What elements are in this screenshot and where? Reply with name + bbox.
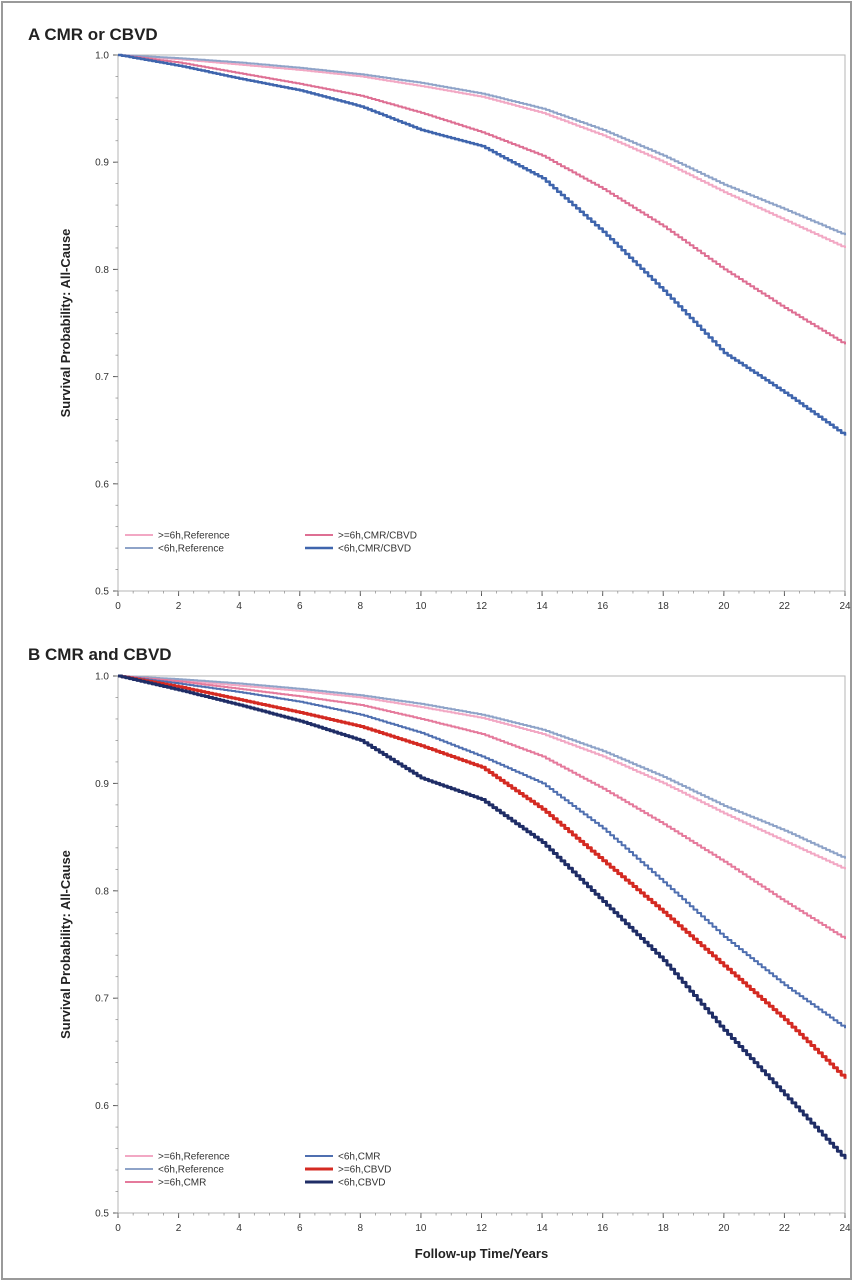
series-line--6h-cmr-cbvd (118, 54, 846, 345)
y-tick-label: 1.0 (95, 672, 109, 683)
legend-label: <6h,Reference (158, 1165, 224, 1176)
x-tick-label: 0 (115, 601, 121, 612)
x-tick-label: 12 (476, 1223, 488, 1234)
series-line--6h-cbvd (118, 674, 847, 1160)
x-tick-label: 14 (537, 601, 549, 612)
y-tick-label: 0.9 (95, 779, 109, 790)
x-tick-label: 24 (839, 1223, 851, 1234)
y-tick-label: 0.8 (95, 886, 109, 897)
y-axis-title: Survival Probability: All-Cause (58, 229, 73, 418)
legend-label: >=6h,CBVD (338, 1165, 391, 1176)
x-tick-label: 0 (115, 1223, 121, 1234)
series-line--6h-cbvd (118, 674, 847, 1079)
x-tick-label: 24 (839, 601, 851, 612)
y-tick-label: 1.0 (95, 51, 109, 62)
legend-label: <6h,CBVD (338, 1178, 386, 1189)
y-tick-label: 0.7 (95, 372, 109, 383)
legend-label: <6h,CMR (338, 1152, 381, 1163)
x-tick-label: 14 (537, 1223, 549, 1234)
x-tick-label: 22 (779, 601, 791, 612)
series-line--6h-reference (118, 54, 846, 248)
y-tick-label: 0.7 (95, 994, 109, 1005)
legend-label: >=6h,CMR/CBVD (338, 531, 417, 542)
x-tick-label: 4 (236, 1223, 242, 1234)
panel-label: A CMR or CBVD (28, 25, 158, 44)
x-axis-title: Follow-up Time/Years (415, 1246, 548, 1261)
x-tick-label: 18 (658, 601, 670, 612)
x-tick-label: 6 (297, 1223, 303, 1234)
x-tick-label: 22 (779, 1223, 791, 1234)
legend-label: <6h,CMR/CBVD (338, 544, 411, 555)
x-tick-label: 10 (415, 1223, 427, 1234)
series-line--6h-cmr (118, 675, 846, 1029)
series-line--6h-reference (118, 675, 846, 870)
legend-label: >=6h,Reference (158, 1152, 230, 1163)
x-tick-label: 8 (358, 1223, 364, 1234)
series-line--6h-cmr (118, 675, 846, 940)
x-tick-label: 20 (718, 1223, 730, 1234)
panel-label: B CMR and CBVD (28, 645, 172, 664)
y-tick-label: 0.5 (95, 1209, 109, 1220)
y-tick-label: 0.9 (95, 158, 109, 169)
x-tick-label: 16 (597, 1223, 609, 1234)
series-line--6h-reference (118, 54, 846, 236)
x-tick-label: 12 (476, 601, 488, 612)
y-tick-label: 0.5 (95, 587, 109, 598)
series-line--6h-cmr-cbvd (118, 53, 847, 436)
x-tick-label: 2 (176, 1223, 182, 1234)
y-tick-label: 0.6 (95, 1101, 109, 1112)
legend-label: >=6h,Reference (158, 531, 230, 542)
x-tick-label: 6 (297, 601, 303, 612)
legend-label: >=6h,CMR (158, 1178, 206, 1189)
x-tick-label: 16 (597, 601, 609, 612)
x-tick-label: 20 (718, 601, 730, 612)
y-tick-label: 0.6 (95, 479, 109, 490)
x-tick-label: 2 (176, 601, 182, 612)
x-tick-label: 10 (415, 601, 427, 612)
series-line--6h-reference (118, 675, 846, 859)
y-tick-label: 0.8 (95, 265, 109, 276)
x-tick-label: 8 (358, 601, 364, 612)
legend-label: <6h,Reference (158, 544, 224, 555)
x-tick-label: 4 (236, 601, 242, 612)
y-axis-title: Survival Probability: All-Cause (58, 850, 73, 1039)
x-tick-label: 18 (658, 1223, 670, 1234)
